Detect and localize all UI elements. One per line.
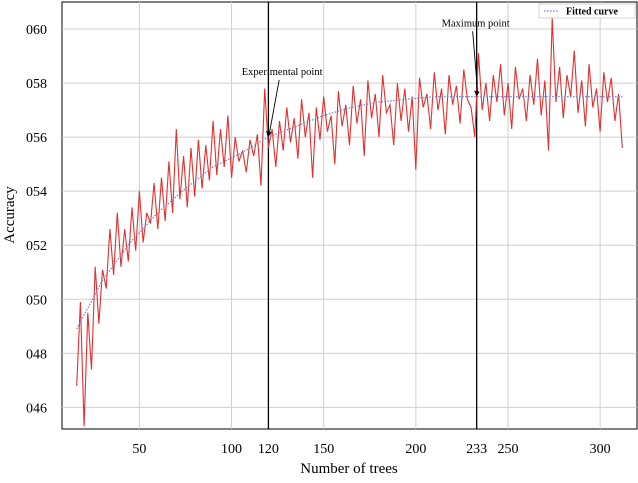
accuracy-series-line xyxy=(76,18,623,427)
x-tick-labels: 50 100 120 150 200 233 250 300 xyxy=(132,442,610,457)
legend: Fitted curve xyxy=(538,3,636,19)
y-tick-label: 048 xyxy=(26,347,47,362)
vertical-marker-lines xyxy=(267,2,478,429)
x-axis-title: Number of trees xyxy=(300,461,398,477)
x-tick-label: 200 xyxy=(405,442,426,457)
x-tick-label: 100 xyxy=(221,442,242,457)
x-tick-label: 233 xyxy=(466,442,487,457)
y-tick-labels: 046 048 050 052 054 056 058 060 xyxy=(26,23,47,416)
annotation-arrow xyxy=(472,31,479,93)
x-tick-label: 120 xyxy=(258,442,279,457)
annotations: Experimental point Maximum point xyxy=(242,18,510,138)
plot-background xyxy=(61,1,638,430)
y-tick-label: 052 xyxy=(26,239,47,254)
y-tick-label: 046 xyxy=(26,401,47,416)
annotation-label: Experimental point xyxy=(242,67,323,78)
annotation-arrowhead xyxy=(265,131,272,138)
grid xyxy=(62,2,637,429)
x-tick-label: 250 xyxy=(497,442,518,457)
y-tick-label: 050 xyxy=(26,293,47,308)
legend-box xyxy=(538,3,636,19)
x-tick-label: 300 xyxy=(590,442,611,457)
y-tick-label: 060 xyxy=(26,23,47,38)
x-tick-label: 150 xyxy=(313,442,334,457)
annotation-arrow xyxy=(268,79,280,134)
y-tick-label: 058 xyxy=(26,77,47,92)
annotation-label: Maximum point xyxy=(442,18,510,29)
series-group xyxy=(76,18,623,427)
x-tick-label: 50 xyxy=(132,442,146,457)
annotation-arrowhead xyxy=(474,90,480,97)
y-axis-title: Accuracy xyxy=(2,186,18,244)
y-tick-label: 056 xyxy=(26,131,47,146)
legend-label: Fitted curve xyxy=(566,7,618,18)
y-tick-label: 054 xyxy=(26,185,47,200)
